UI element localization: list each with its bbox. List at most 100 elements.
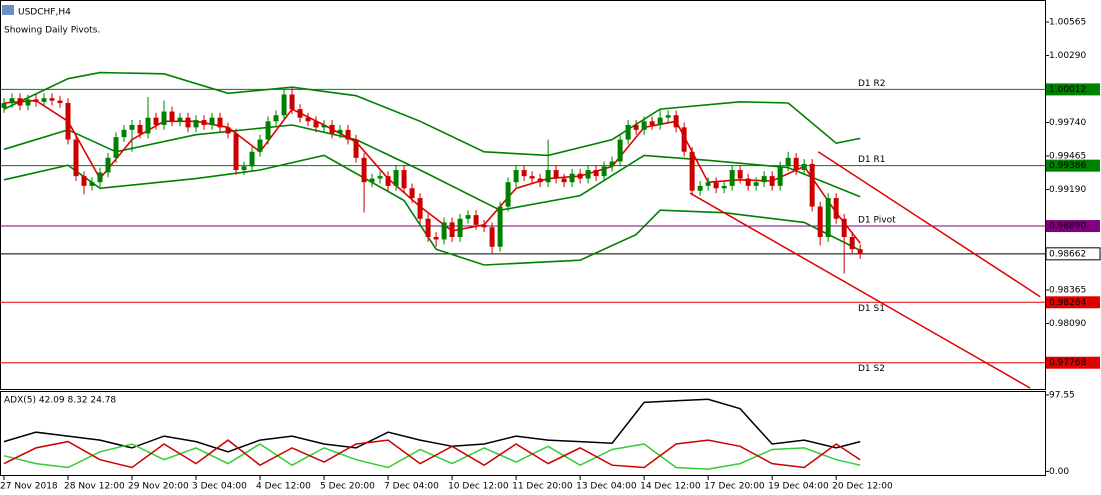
candle-body — [729, 170, 735, 186]
candle-body — [705, 182, 711, 186]
chart-subtitle: Showing Daily Pivots. — [4, 26, 100, 36]
candle-body — [721, 185, 727, 189]
x-tick-label: 7 Dec 04:00 — [384, 482, 439, 492]
y-tick-label: 0.98365 — [1049, 286, 1086, 296]
candle-body — [113, 137, 119, 158]
candle-body — [265, 121, 271, 140]
candle-body — [489, 227, 495, 247]
candle-body — [505, 182, 511, 207]
candle-body — [297, 109, 303, 118]
candle-body — [825, 198, 831, 238]
x-tick-label: 10 Dec 12:00 — [448, 482, 509, 492]
candle-body — [689, 151, 695, 191]
price-label: 0.99386 — [1049, 161, 1086, 171]
indicator-line — [3, 71, 861, 157]
candle-body — [601, 166, 607, 177]
candle-body — [289, 94, 295, 110]
candle-body — [385, 176, 391, 186]
candle-body — [353, 139, 359, 158]
price-box — [1046, 220, 1100, 233]
x-tick-label: 4 Dec 12:00 — [256, 482, 311, 492]
x-tick-label: 5 Dec 20:00 — [320, 482, 375, 492]
candle-body — [553, 170, 559, 179]
candle-body — [185, 117, 191, 128]
candle-body — [625, 124, 631, 140]
candle-body — [465, 215, 471, 219]
candle-body — [561, 178, 567, 183]
candle-body — [217, 117, 223, 128]
candle-body — [257, 139, 263, 152]
candle-body — [9, 98, 15, 104]
candle-body — [169, 111, 175, 122]
candle-body — [449, 222, 455, 238]
candle-body — [809, 163, 815, 207]
candle-body — [617, 139, 623, 162]
candle-body — [849, 237, 855, 250]
pivot-name: D1 S2 — [858, 364, 885, 374]
candle-body — [161, 111, 167, 125]
trend-line — [817, 151, 1041, 298]
candle-body — [1, 103, 7, 108]
y-tick-label: 97.55 — [1049, 390, 1075, 400]
y-tick-label: 0.99465 — [1049, 152, 1086, 162]
candle-body — [457, 218, 463, 238]
x-tick-label: 13 Dec 04:00 — [576, 482, 637, 492]
y-tick-label: 0.99740 — [1049, 118, 1086, 128]
candle-body — [313, 121, 319, 128]
price-label: 0.97768 — [1049, 358, 1086, 368]
candle-body — [17, 98, 23, 106]
pivot-name: D1 R1 — [858, 155, 886, 165]
candle-body — [145, 117, 151, 134]
candle-body — [417, 198, 423, 219]
candle-body — [105, 157, 111, 173]
candle-body — [409, 188, 415, 199]
y-tick-label: 0.00 — [1049, 467, 1069, 477]
candle-body — [369, 178, 375, 183]
price-box — [1046, 356, 1100, 369]
candle-body — [137, 124, 143, 134]
candle-body — [833, 198, 839, 219]
candle-body — [377, 176, 383, 179]
candle-body — [57, 100, 63, 104]
candle-body — [673, 115, 679, 128]
candle-body — [33, 99, 39, 102]
price-box — [1046, 296, 1100, 309]
candle-body — [241, 166, 247, 171]
candle-body — [401, 170, 407, 189]
candle-body — [513, 170, 519, 183]
y-tick-label: 1.00290 — [1049, 51, 1086, 61]
price-label: 0.98890 — [1049, 222, 1086, 232]
x-tick-label: 20 Dec 12:00 — [832, 482, 893, 492]
candle-body — [201, 120, 207, 125]
main-panel — [0, 0, 1046, 390]
candle-body — [305, 117, 311, 122]
y-tick-label: 0.99190 — [1049, 185, 1086, 195]
candle-body — [441, 222, 447, 240]
y-tick-label: 1.00565 — [1049, 18, 1086, 28]
indicator-line — [3, 154, 861, 266]
candle-body — [273, 115, 279, 122]
candle-body — [537, 178, 543, 183]
candle-body — [697, 185, 703, 191]
candle-body — [745, 178, 751, 186]
candle-body — [521, 170, 527, 177]
candle-body — [585, 170, 591, 179]
candle-body — [281, 94, 287, 116]
candle-body — [769, 176, 775, 186]
price-box — [1045, 247, 1101, 261]
candle-body — [25, 99, 31, 106]
candle-body — [49, 98, 55, 101]
candle-body — [337, 129, 343, 134]
candle-body — [129, 124, 135, 130]
y-tick-label: 0.98090 — [1049, 319, 1086, 329]
candle-body — [425, 218, 431, 238]
candle-body — [657, 117, 663, 125]
candle-body — [793, 157, 799, 171]
candle-body — [777, 166, 783, 186]
x-tick-label: 3 Dec 04:00 — [192, 482, 247, 492]
candle-body — [785, 157, 791, 167]
candle-body — [345, 129, 351, 140]
price-label: 0.98264 — [1049, 298, 1086, 308]
candle-body — [633, 124, 639, 130]
